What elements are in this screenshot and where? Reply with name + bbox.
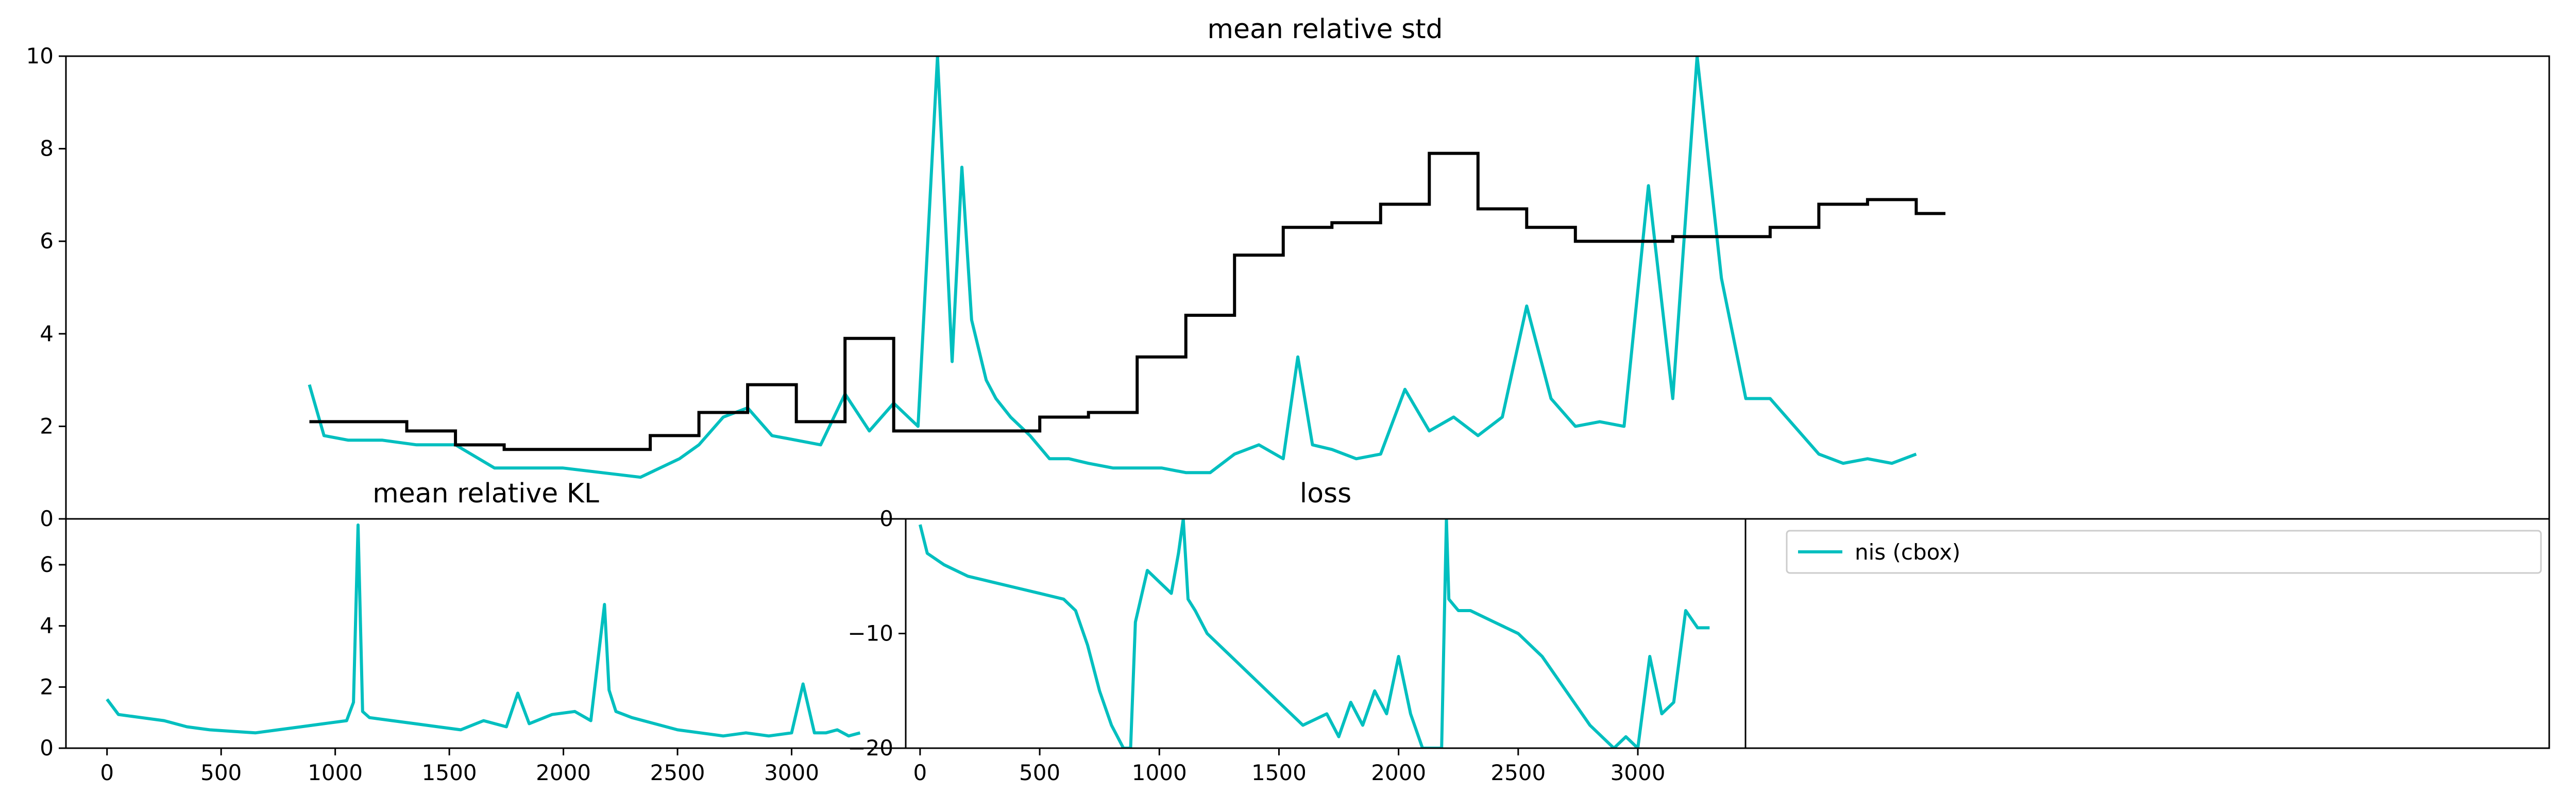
legend-label: nis (cbox)	[1855, 539, 1960, 565]
kl-axes: 0 2 4 6 0 500 1000 1500 2000 2500 3000 mean relat…	[40, 478, 907, 785]
std-series-line	[308, 56, 1917, 479]
kl-series-line	[106, 523, 861, 738]
loss-xtick-label: 500	[1019, 760, 1060, 785]
legend: nis (cbox)	[1786, 530, 2542, 574]
kl-xtick-label: 500	[200, 760, 242, 785]
std-ytick-label: 4	[40, 321, 54, 346]
kl-ytick-label: 6	[40, 552, 54, 577]
loss-xtick-label: 1500	[1251, 760, 1307, 785]
std-step-line	[309, 151, 1946, 451]
legend-box	[1786, 530, 2542, 574]
kl-xtick-label: 1500	[422, 760, 477, 785]
kl-xtick-label: 2500	[650, 760, 705, 785]
std-series	[308, 56, 1946, 479]
std-ytick-label: 2	[40, 413, 54, 438]
kl-xtick-label: 2000	[536, 760, 591, 785]
std-ytick-label: 6	[40, 228, 54, 254]
loss-xtick-label: 2000	[1371, 760, 1426, 785]
std-ytick-label: 8	[40, 136, 54, 161]
kl-axes-frame	[65, 518, 907, 749]
loss-series-line	[918, 519, 1710, 748]
kl-ytick-label: 0	[40, 735, 54, 761]
kl-ytick-label: 4	[40, 613, 54, 638]
loss-ytick-label: −10	[848, 621, 893, 646]
legend-panel-frame	[1744, 518, 2550, 749]
loss-xtick-label: 0	[913, 760, 927, 785]
loss-xtick-label: 3000	[1611, 760, 1666, 785]
kl-xtick-label: 3000	[764, 760, 819, 785]
loss-title: loss	[1300, 478, 1351, 509]
loss-series	[918, 519, 1710, 748]
std-title: mean relative std	[1207, 14, 1443, 45]
kl-series	[106, 523, 861, 738]
std-axes-frame	[65, 55, 2550, 520]
legend-panel: nis (cbox)	[1744, 518, 2550, 749]
loss-xtick-label: 1000	[1132, 760, 1187, 785]
std-ytick-label: 10	[26, 43, 54, 69]
std-ytick-label: 0	[40, 506, 54, 531]
loss-axes: 0 −10 −20 0 500 1000 1500 2000 2500 3000 loss	[848, 478, 1747, 785]
std-axes: 0 2 4 6 8 10 mean relative std	[26, 14, 2550, 531]
loss-xtick-label: 2500	[1490, 760, 1546, 785]
kl-title: mean relative KL	[372, 478, 599, 509]
kl-xtick-label: 0	[100, 760, 114, 785]
loss-ytick-label: 0	[879, 506, 893, 531]
kl-xtick-label: 1000	[308, 760, 363, 785]
loss-ytick-label: −20	[848, 735, 893, 761]
kl-ytick-label: 2	[40, 674, 54, 699]
